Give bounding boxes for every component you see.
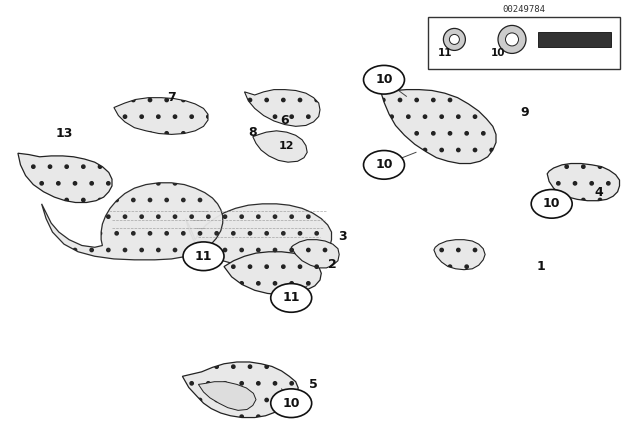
Text: 00249784: 00249784 [502,5,545,14]
Ellipse shape [506,33,518,46]
Text: 5: 5 [309,378,318,391]
Polygon shape [253,131,307,162]
Polygon shape [291,240,339,268]
Text: 4: 4 [594,186,603,199]
Text: 2: 2 [328,258,337,271]
Text: 10: 10 [491,48,505,58]
Ellipse shape [498,26,526,53]
Text: 10: 10 [375,158,393,172]
Text: 11: 11 [282,291,300,305]
Text: 12: 12 [279,141,294,151]
Ellipse shape [364,65,404,94]
Text: 13: 13 [55,127,73,140]
Polygon shape [381,90,496,164]
Polygon shape [18,153,112,202]
Ellipse shape [271,389,312,418]
Polygon shape [244,90,320,126]
Ellipse shape [444,28,465,51]
Polygon shape [114,98,208,134]
Text: 8: 8 [248,125,257,139]
Ellipse shape [449,34,460,44]
Polygon shape [198,382,256,410]
Bar [538,32,611,47]
Ellipse shape [531,190,572,218]
Polygon shape [42,183,223,260]
Ellipse shape [271,284,312,312]
Text: 3: 3 [338,229,347,243]
Text: 9: 9 [520,105,529,119]
Text: 11: 11 [195,250,212,263]
Text: 6: 6 [280,113,289,127]
Ellipse shape [364,151,404,179]
Text: 7: 7 [167,91,176,104]
Text: 11: 11 [438,48,452,58]
Text: 1: 1 [536,260,545,273]
Text: 10: 10 [282,396,300,410]
Polygon shape [434,240,485,270]
Bar [428,17,620,69]
Ellipse shape [183,242,224,271]
Text: 10: 10 [375,73,393,86]
Text: 10: 10 [543,197,561,211]
Polygon shape [182,362,298,418]
Polygon shape [224,252,321,295]
Polygon shape [547,164,620,201]
Polygon shape [186,204,332,268]
